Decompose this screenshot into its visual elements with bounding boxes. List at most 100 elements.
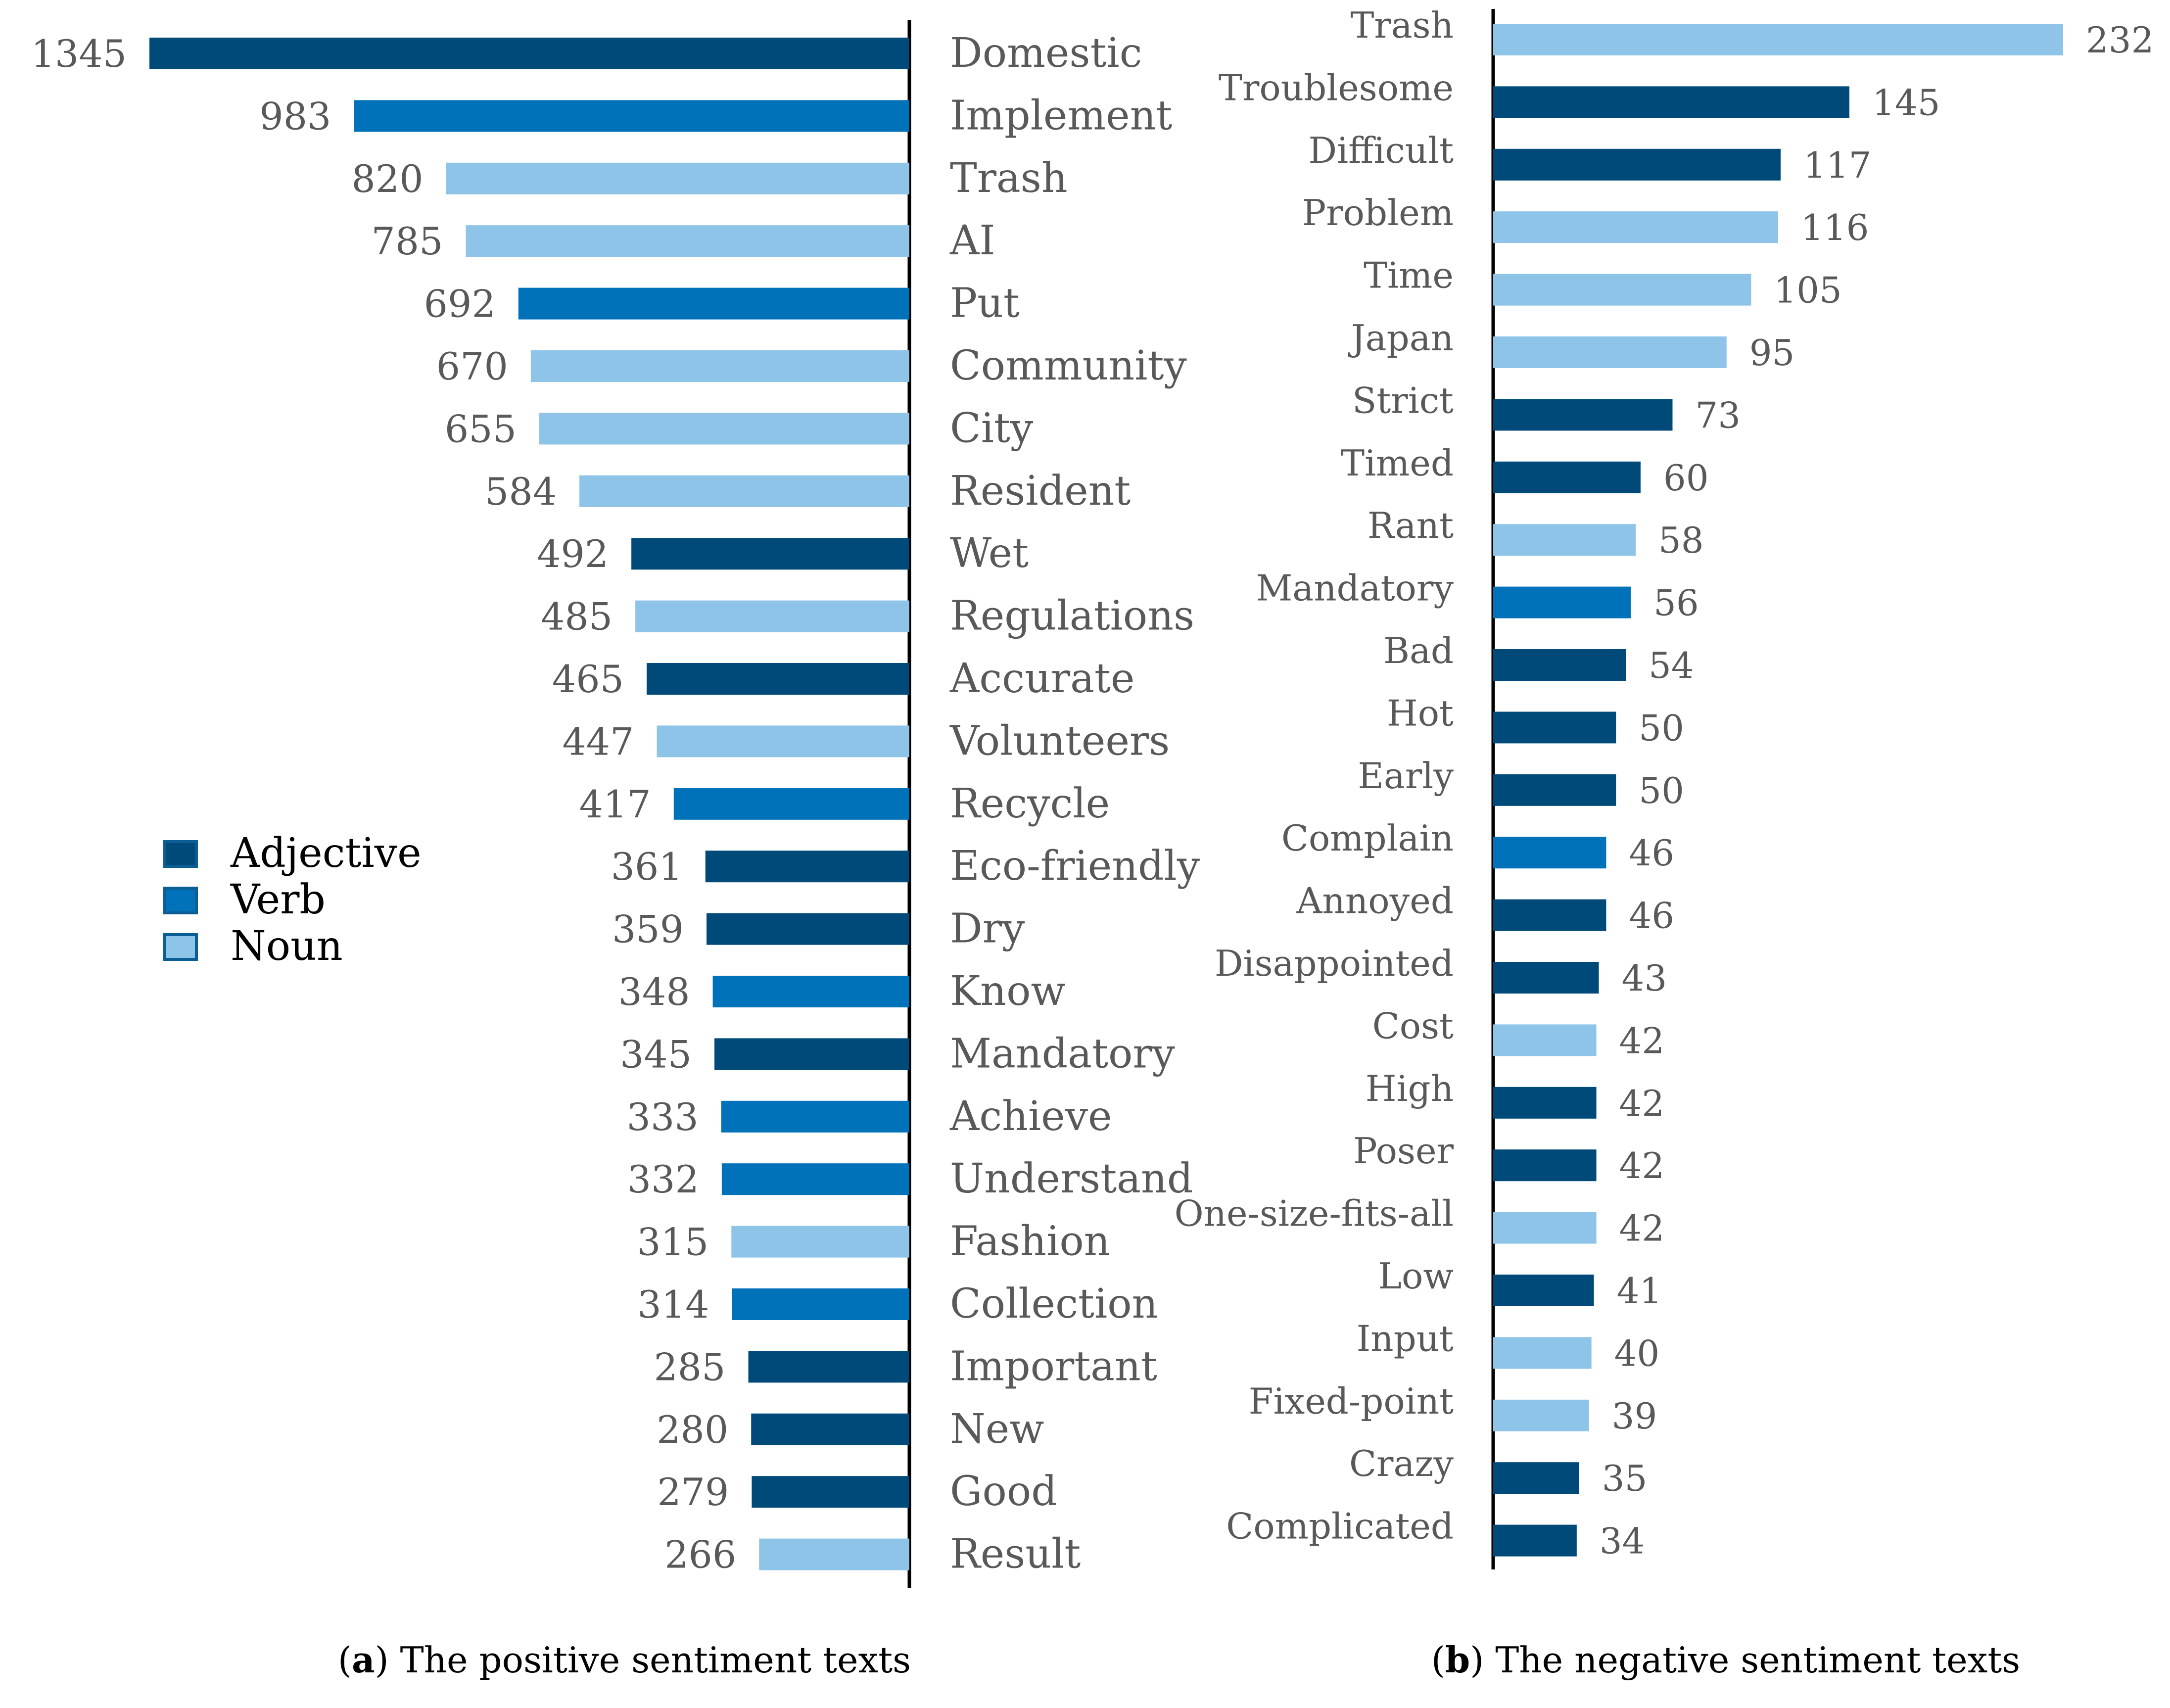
panel-a-bar-new — [751, 1413, 909, 1445]
panel-b-bar-annoyed — [1493, 899, 1606, 931]
panel-b-label-one-size-fits-all: One-size-fits-all — [1175, 1193, 1454, 1234]
panel-b-value-annoyed: 46 — [1629, 895, 1674, 937]
panel-b-label-troublesome: Troublesome — [1219, 67, 1454, 108]
panel-b-bar-strict — [1493, 399, 1673, 431]
panel-a-value-new: 280 — [657, 1408, 728, 1452]
panel-b-bar-timed — [1493, 461, 1641, 493]
panel-b-value-difficult: 117 — [1803, 144, 1871, 186]
panel-a-bar-important — [748, 1351, 909, 1383]
panel-b-bar-poser — [1493, 1149, 1597, 1182]
panel-b-label-bad: Bad — [1383, 630, 1454, 671]
panel-b-bar-disappointed — [1493, 962, 1599, 994]
panel-a-value-volunteers: 447 — [562, 719, 634, 763]
panel-b-value-hot: 50 — [1639, 707, 1684, 749]
panel-b-value-timed: 60 — [1663, 457, 1709, 499]
panel-a-bar-mandatory — [714, 1038, 909, 1070]
panel-b-bar-crazy — [1493, 1462, 1579, 1494]
panel-b-label-time: Time — [1364, 255, 1454, 296]
panel-b-value-high: 42 — [1619, 1083, 1665, 1124]
panel-a-value-achieve: 333 — [627, 1095, 699, 1139]
panel-a-value-mandatory: 345 — [620, 1032, 692, 1076]
panel-b-label-japan: Japan — [1348, 317, 1454, 359]
legend-swatch-noun — [163, 933, 198, 961]
panel-a-value-implement: 983 — [259, 94, 331, 138]
panel-b-label-cost: Cost — [1372, 1005, 1454, 1046]
panel-a-bar-volunteers — [657, 725, 909, 758]
panel-a-value-resident: 584 — [485, 470, 557, 514]
panel-a-value-eco-friendly: 361 — [611, 845, 683, 889]
panel-a-bar-good — [752, 1476, 909, 1508]
panel-a-bar-put — [518, 287, 909, 320]
panel-b-bar-difficult — [1493, 148, 1781, 181]
panel-a-value-important: 285 — [654, 1345, 725, 1389]
panel-b-negative-chart: 232 Trash 145 Troublesome 117 Difficult 116 Pro… — [1175, 4, 2154, 1569]
panel-a-bar-domestic — [149, 38, 909, 69]
panel-a-label-eco-friendly: Eco-friendly — [950, 843, 1200, 890]
panel-b-label-mandatory: Mandatory — [1256, 568, 1454, 609]
panel-a-value-understand: 332 — [627, 1157, 699, 1201]
panel-b-value-rant: 58 — [1658, 520, 1704, 561]
panel-a-label-ai: AI — [949, 217, 995, 264]
legend-swatch-verb — [163, 887, 198, 914]
panel-a-label-good: Good — [950, 1468, 1057, 1515]
caption-a-text: The positive sentiment texts — [400, 1639, 911, 1681]
panel-b-value-mandatory: 56 — [1653, 582, 1699, 624]
panel-a-label-city: City — [950, 405, 1034, 452]
panel-b-label-difficult: Difficult — [1308, 130, 1454, 171]
panel-b-bar-time — [1493, 274, 1751, 306]
captions: (a) The positive sentiment texts (b) The… — [338, 1639, 2020, 1681]
panel-b-label-high: High — [1366, 1068, 1454, 1109]
panel-b-bar-one-size-fits-all — [1493, 1212, 1597, 1244]
panel-a-value-trash: 820 — [351, 157, 423, 201]
panel-a-value-wet: 492 — [537, 532, 609, 576]
panel-a-value-accurate: 465 — [552, 657, 624, 701]
panel-a-bar-dry — [707, 913, 909, 945]
panel-b-bar-complain — [1493, 837, 1606, 869]
panel-a-label-implement: Implement — [950, 92, 1172, 139]
panel-a-bar-understand — [721, 1163, 909, 1195]
panel-b-label-trash: Trash — [1350, 4, 1454, 46]
panel-a-bar-result — [759, 1538, 909, 1570]
panel-b-bar-cost — [1493, 1024, 1597, 1056]
panel-a-bar-eco-friendly — [705, 851, 909, 883]
panel-b-bar-fixed-point — [1493, 1399, 1589, 1431]
panel-a-value-community: 670 — [436, 344, 508, 388]
panel-b-label-timed: Timed — [1341, 442, 1454, 484]
panel-b-label-early: Early — [1358, 755, 1454, 797]
panel-b-value-bad: 54 — [1649, 645, 1694, 686]
panel-b-value-disappointed: 43 — [1622, 957, 1667, 999]
panel-a-value-collection: 314 — [637, 1282, 709, 1327]
panel-b-bar-high — [1493, 1087, 1597, 1119]
panel-b-label-hot: Hot — [1387, 692, 1454, 734]
panel-b-bar-trash — [1493, 24, 2063, 55]
panel-b-label-low: Low — [1378, 1255, 1454, 1297]
panel-b-bar-hot — [1493, 712, 1616, 744]
panel-b-value-complain: 46 — [1629, 832, 1674, 874]
legend-swatch-adjective — [163, 840, 198, 868]
panel-a-label-achieve: Achieve — [949, 1093, 1112, 1140]
panel-b-label-poser: Poser — [1353, 1130, 1454, 1172]
caption-b-letter: b — [1445, 1639, 1470, 1681]
panel-a-bar-know — [712, 976, 909, 1007]
panel-a-bar-wet — [631, 538, 909, 570]
panel-b-label-input: Input — [1357, 1318, 1454, 1359]
panel-b-value-crazy: 35 — [1602, 1458, 1648, 1499]
legend-label-verb: Verb — [230, 876, 326, 923]
panel-b-value-one-size-fits-all: 42 — [1619, 1208, 1665, 1249]
panel-a-bar-collection — [732, 1288, 909, 1320]
panel-a-bar-trash — [446, 162, 909, 194]
panel-a-label-mandatory: Mandatory — [950, 1030, 1176, 1077]
panel-b-value-poser: 42 — [1619, 1145, 1665, 1186]
panel-b-bar-problem — [1493, 211, 1778, 243]
panel-b-value-low: 41 — [1617, 1270, 1662, 1312]
panel-a-value-domestic: 1345 — [31, 32, 127, 76]
panel-b-value-time: 105 — [1774, 270, 1841, 311]
panel-b-bar-mandatory — [1493, 586, 1631, 618]
panel-a-label-new: New — [950, 1406, 1044, 1453]
panel-b-label-annoyed: Annoyed — [1296, 880, 1454, 922]
panel-a-label-recycle: Recycle — [950, 780, 1110, 827]
panel-a-label-resident: Resident — [950, 468, 1131, 515]
panel-a-label-know: Know — [950, 968, 1066, 1015]
panel-a-bar-community — [530, 350, 909, 382]
